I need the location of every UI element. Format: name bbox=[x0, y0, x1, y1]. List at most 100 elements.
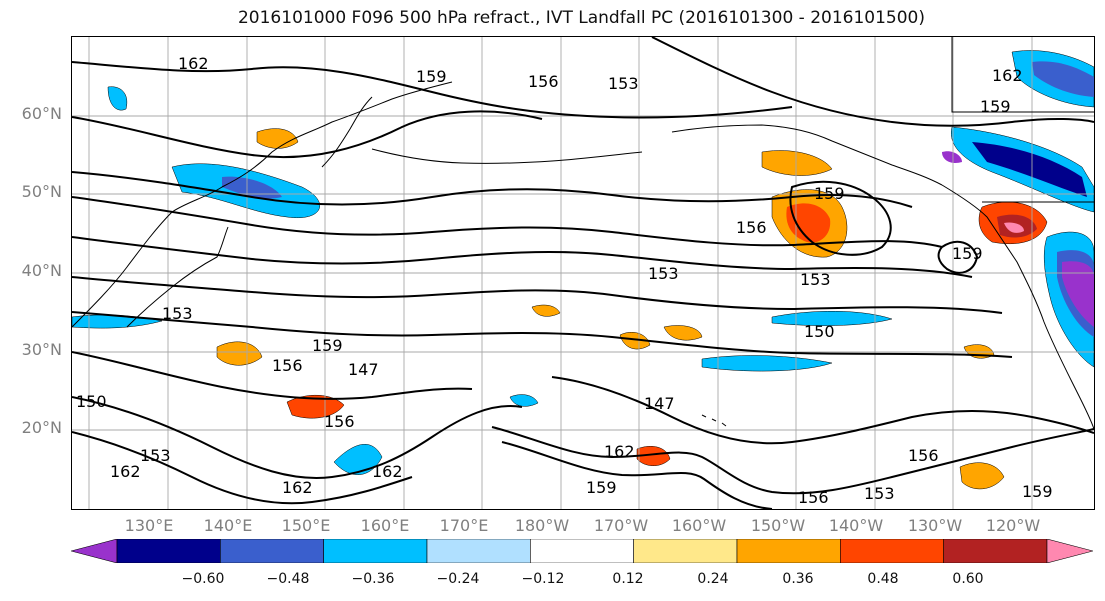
positive-anomaly-blob bbox=[663, 325, 703, 341]
positive-anomaly-blob bbox=[761, 150, 833, 176]
negative-anomaly-blob bbox=[942, 151, 962, 163]
japan-coastline bbox=[126, 226, 229, 328]
contour-label: 162 bbox=[992, 66, 1023, 85]
contour-line bbox=[651, 37, 1094, 127]
colorbar bbox=[69, 538, 1095, 564]
positive-anomaly-blob bbox=[286, 394, 345, 419]
contour-label: 162 bbox=[178, 54, 209, 73]
lon-label-160w: 160°W bbox=[671, 516, 727, 535]
negative-anomaly-blob bbox=[72, 314, 163, 329]
contour-label: 156 bbox=[736, 218, 767, 237]
lat-label-50n: 50°N bbox=[21, 182, 62, 201]
contour-label: 156 bbox=[272, 356, 303, 375]
colorbar-swatch bbox=[426, 538, 531, 564]
contour-line bbox=[72, 61, 793, 119]
colorbar-tick: −0.48 bbox=[266, 571, 310, 587]
contour-label: 156 bbox=[908, 446, 939, 465]
positive-anomaly-blob bbox=[531, 304, 561, 317]
contour-line bbox=[72, 396, 523, 479]
contour-label: 159 bbox=[980, 97, 1011, 116]
lon-label-140w: 140°W bbox=[828, 516, 884, 535]
colorbar-tick: 0.12 bbox=[612, 571, 644, 587]
lon-label-140e: 140°E bbox=[203, 516, 253, 535]
contour-label: 156 bbox=[324, 412, 355, 431]
colorbar-swatch bbox=[530, 538, 634, 564]
na-west-coastline bbox=[941, 184, 1094, 430]
negative-anomaly-blob bbox=[1062, 261, 1094, 327]
positive-anomaly-blob bbox=[619, 332, 651, 350]
lon-label-170e: 170°E bbox=[439, 516, 489, 535]
contour-label: 153 bbox=[140, 446, 171, 465]
contour-line bbox=[789, 180, 892, 256]
colorbar-tick: −0.36 bbox=[351, 571, 395, 587]
contour-label: 153 bbox=[864, 484, 895, 503]
contour-label: 159 bbox=[1022, 482, 1053, 501]
positive-anomaly-blob bbox=[216, 341, 263, 366]
contour-line bbox=[72, 351, 473, 400]
contour-label: 153 bbox=[162, 304, 193, 323]
lat-label-30n: 30°N bbox=[21, 340, 62, 359]
colorbar-tick: 0.24 bbox=[697, 571, 729, 587]
contour-label: 156 bbox=[528, 72, 559, 91]
colorbar-tick: −0.60 bbox=[181, 571, 225, 587]
contour-label: 162 bbox=[604, 442, 635, 461]
contour-label: 147 bbox=[644, 394, 675, 413]
contour-line bbox=[72, 431, 413, 505]
colorbar-tick: −0.24 bbox=[436, 571, 480, 587]
colorbar-tick: 0.60 bbox=[952, 571, 984, 587]
contour-label: 159 bbox=[952, 244, 983, 263]
lat-label-20n: 20°N bbox=[21, 418, 62, 437]
lat-label-40n: 40°N bbox=[21, 261, 62, 280]
contour-label: 150 bbox=[804, 322, 835, 341]
colorbar-max-arrow bbox=[1046, 538, 1095, 564]
negative-anomaly-blob bbox=[509, 394, 539, 407]
lon-label-120w: 120°W bbox=[985, 516, 1041, 535]
lon-label-130w: 130°W bbox=[907, 516, 963, 535]
colorbar-swatch bbox=[736, 538, 841, 564]
positive-anomaly-blob bbox=[959, 462, 1005, 490]
colorbar-tick: 0.48 bbox=[867, 571, 899, 587]
map-title: 2016101000 F096 500 hPa refract., IVT La… bbox=[237, 8, 925, 28]
colorbar-swatch bbox=[116, 538, 221, 564]
kamchatka-coastline bbox=[321, 96, 373, 168]
colorbar-swatch bbox=[840, 538, 944, 564]
contour-line bbox=[72, 110, 543, 159]
lon-label-180w: 180°W bbox=[514, 516, 570, 535]
contour-line bbox=[72, 276, 1003, 314]
positive-anomaly-blob bbox=[636, 446, 671, 466]
negative-anomaly-blob bbox=[107, 86, 128, 111]
positive-anomaly-blob bbox=[256, 128, 299, 149]
contour-line bbox=[72, 171, 913, 208]
positive-anomaly-blob bbox=[786, 203, 831, 243]
contour-line bbox=[491, 426, 1094, 495]
contour-line bbox=[937, 240, 979, 274]
colorbar-swatch bbox=[220, 538, 324, 564]
negative-anomaly-blob bbox=[701, 355, 833, 372]
contour-label: 150 bbox=[76, 392, 107, 411]
lon-label-150w: 150°W bbox=[750, 516, 806, 535]
contour-line bbox=[72, 236, 973, 278]
colorbar-swatch bbox=[323, 538, 428, 564]
lon-label-160e: 160°E bbox=[360, 516, 410, 535]
aleutian-islands bbox=[371, 148, 643, 164]
contour-label: 159 bbox=[312, 336, 343, 355]
lon-label-170w: 170°W bbox=[593, 516, 649, 535]
contour-lines bbox=[72, 37, 1094, 509]
negative-anomaly-blob bbox=[771, 311, 893, 326]
lon-label-150e: 150°E bbox=[281, 516, 331, 535]
lon-label-130e: 130°E bbox=[124, 516, 174, 535]
lat-lon-grid bbox=[72, 37, 1094, 509]
canada-border bbox=[951, 37, 1094, 113]
hawaii-islands bbox=[701, 414, 727, 427]
contour-line bbox=[72, 311, 1013, 358]
colorbar-tick: −0.12 bbox=[521, 571, 565, 587]
negative-anomaly-blob bbox=[972, 142, 1087, 197]
lat-label-60n: 60°N bbox=[21, 104, 62, 123]
colorbar-min-arrow bbox=[69, 538, 118, 564]
coastlines bbox=[72, 37, 1094, 430]
negative-anomaly-blob bbox=[222, 176, 282, 199]
contour-label: 153 bbox=[800, 270, 831, 289]
contour-label: 159 bbox=[814, 184, 845, 203]
contour-label: 162 bbox=[372, 462, 403, 481]
colorbar-swatch bbox=[943, 538, 1048, 564]
